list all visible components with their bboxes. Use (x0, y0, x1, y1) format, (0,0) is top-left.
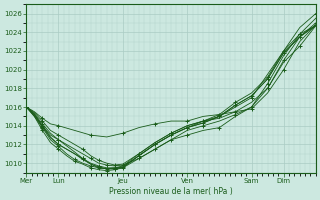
X-axis label: Pression niveau de la mer( hPa ): Pression niveau de la mer( hPa ) (109, 187, 233, 196)
